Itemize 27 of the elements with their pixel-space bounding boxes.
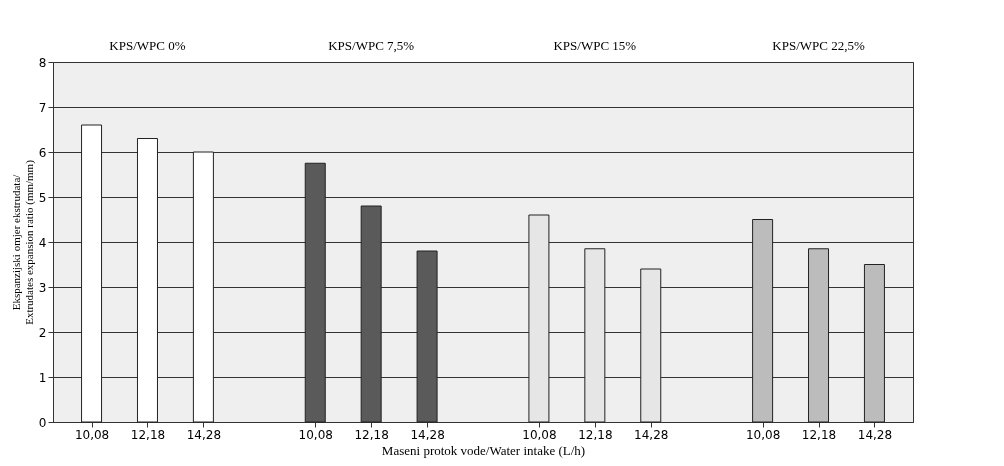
x-axis-title: Maseni protok vode/Water intake (L/h) [381, 442, 586, 458]
x-tick-label: 14,28 [410, 427, 445, 442]
y-tick-label: 6 [38, 145, 47, 160]
x-tick-label: 12,18 [354, 427, 389, 442]
y-tick-label: 3 [38, 280, 47, 295]
text: KPS/WPC 0% [109, 38, 186, 53]
text: KPS/WPC 15% [553, 38, 637, 53]
y-tick-label: 1 [38, 370, 47, 385]
y-axis-title: Ekspanzijski omjer ekstrudata/ Extrudates expansion ratio (mm/mm) [9, 159, 36, 325]
x-tick-label: 10,08 [298, 427, 333, 442]
y-tick-label: 5 [38, 190, 47, 205]
x-tick-label: 12,18 [801, 427, 837, 442]
x-tick-label: 12,18 [130, 427, 166, 442]
y-tick-label: 8 [38, 55, 47, 70]
text: KPS/WPC 7,5% [328, 38, 415, 53]
x-tick-label: 14,28 [634, 427, 669, 442]
x-tick-label: 12,18 [578, 427, 613, 442]
x-tick-label: 10,08 [522, 427, 557, 442]
x-tick-label: 14,28 [857, 427, 893, 442]
y-tick-label: 4 [38, 235, 47, 250]
y-tick-label: 2 [38, 325, 47, 340]
y-tick-label: 0 [38, 415, 47, 430]
x-tick-label: 14,28 [186, 427, 222, 442]
text: KPS/WPC 22,5% [772, 38, 865, 53]
x-tick-label: 10,08 [745, 427, 781, 442]
x-tick-label: 10,08 [74, 427, 110, 442]
y-tick-label: 7 [38, 100, 47, 115]
